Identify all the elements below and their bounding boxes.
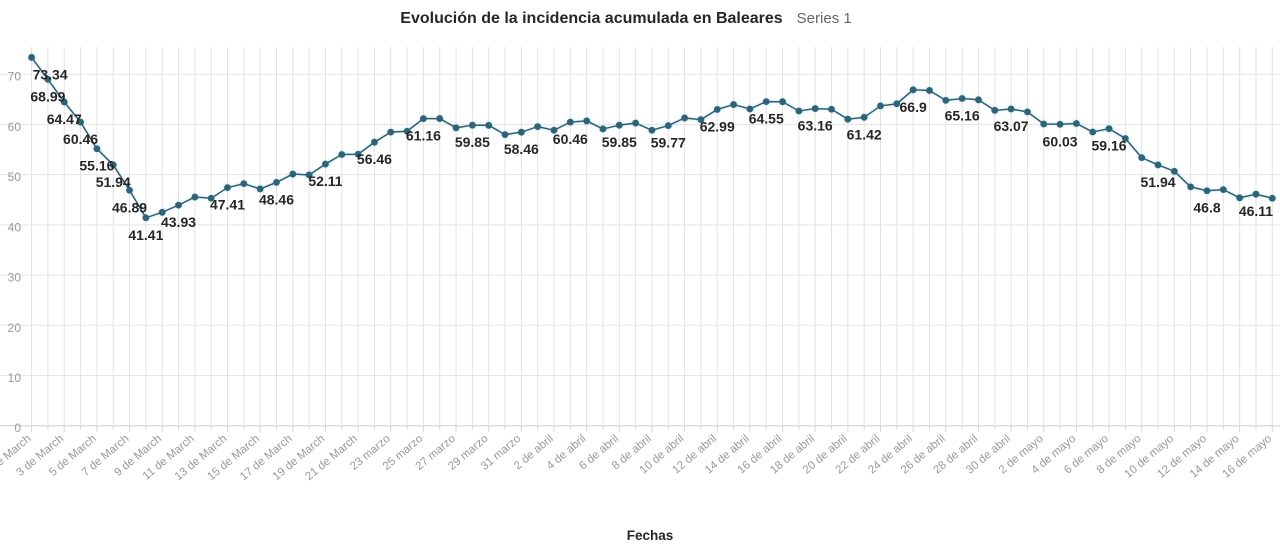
svg-text:66.9: 66.9	[900, 99, 927, 115]
svg-text:43.93: 43.93	[161, 214, 196, 230]
svg-text:50: 50	[8, 170, 22, 184]
svg-text:59.85: 59.85	[455, 134, 490, 150]
svg-text:30: 30	[8, 271, 22, 285]
svg-text:62.99: 62.99	[700, 118, 735, 134]
svg-text:0: 0	[14, 421, 21, 435]
svg-text:10: 10	[8, 371, 22, 385]
svg-text:48.46: 48.46	[259, 191, 294, 207]
svg-text:40: 40	[8, 220, 22, 234]
svg-text:61.16: 61.16	[406, 128, 441, 144]
svg-text:59.77: 59.77	[651, 135, 686, 151]
svg-text:60.46: 60.46	[63, 131, 98, 147]
svg-text:59.16: 59.16	[1092, 138, 1127, 154]
svg-text:47.41: 47.41	[210, 197, 245, 213]
svg-text:64.55: 64.55	[749, 111, 784, 127]
svg-text:61.42: 61.42	[847, 126, 882, 142]
svg-text:63.16: 63.16	[798, 118, 833, 134]
svg-text:65.16: 65.16	[945, 108, 980, 124]
svg-text:46.11: 46.11	[1239, 203, 1273, 219]
svg-text:68.99: 68.99	[30, 88, 65, 104]
svg-text:60.46: 60.46	[553, 131, 588, 147]
svg-text:51.94: 51.94	[96, 174, 131, 190]
svg-text:73.34: 73.34	[33, 66, 68, 82]
svg-text:70: 70	[8, 70, 22, 84]
svg-text:63.07: 63.07	[994, 118, 1029, 134]
svg-text:58.46: 58.46	[504, 141, 539, 157]
svg-text:56.46: 56.46	[357, 151, 392, 167]
svg-text:60.03: 60.03	[1043, 133, 1078, 149]
svg-text:55.16: 55.16	[79, 158, 114, 174]
svg-text:20: 20	[8, 321, 22, 335]
svg-text:59.85: 59.85	[602, 134, 637, 150]
svg-text:60: 60	[8, 120, 22, 134]
svg-text:52.11: 52.11	[308, 173, 342, 189]
svg-text:46.8: 46.8	[1193, 200, 1220, 216]
svg-text:41.41: 41.41	[128, 227, 163, 243]
svg-text:64.47: 64.47	[47, 111, 82, 127]
svg-text:51.94: 51.94	[1140, 174, 1175, 190]
svg-text:46.89: 46.89	[112, 199, 147, 215]
